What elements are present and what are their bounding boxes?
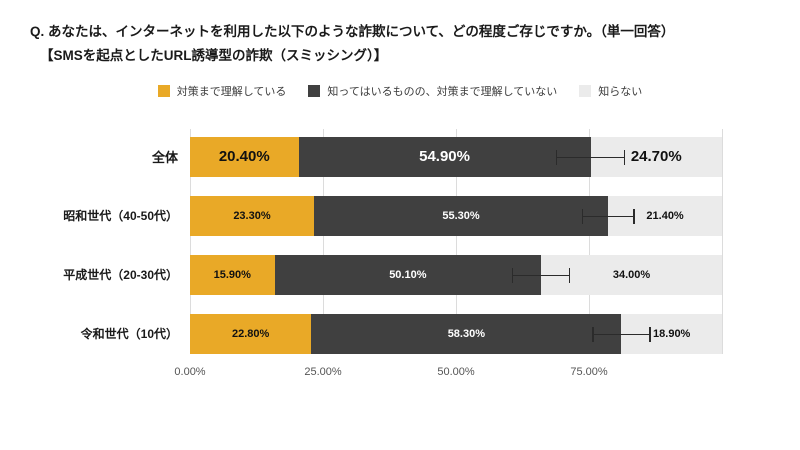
bar-track: 15.90% 50.10% 34.00% — [190, 254, 722, 295]
x-axis: 0.00% 25.00% 50.00% 75.00% — [174, 365, 722, 384]
error-bar — [581, 208, 635, 224]
legend-swatch-yellow — [157, 84, 170, 97]
legend-label: 対策まで理解している — [176, 85, 287, 98]
gridlines — [190, 128, 723, 354]
x-tick-label: 0.00% — [174, 365, 206, 378]
legend-swatch-dark — [308, 84, 321, 97]
segment-value-label: 22.80% — [231, 327, 270, 340]
segment-understand: 20.40% — [190, 136, 299, 177]
chart-title-line2: 【SMSを起点としたURL誘導型の詐欺（スミッシング）】 — [40, 48, 388, 64]
error-bar — [556, 149, 626, 165]
legend-label: 知ってはいるものの、対策まで理解していない — [327, 85, 558, 98]
segment-value-label: 34.00% — [612, 268, 651, 281]
segment-value-label: 55.30% — [442, 209, 480, 222]
x-tick-label: 75.00% — [570, 365, 608, 378]
bar-track: 22.80% 58.30% 18.90% — [190, 313, 722, 354]
x-tick-label: 50.00% — [437, 365, 475, 378]
category-label: 令和世代（10代） — [80, 327, 178, 342]
segment-value-label: 50.10% — [389, 268, 427, 281]
segment-know-only: 54.90% — [298, 136, 591, 177]
segment-understand: 22.80% — [190, 313, 312, 354]
legend-swatch-light — [579, 84, 592, 97]
segment-value-label: 18.90% — [653, 327, 691, 340]
legend-label: 知らない — [598, 85, 643, 98]
gridline — [190, 128, 191, 354]
error-bar — [511, 267, 571, 283]
bar-track: 23.30% 55.30% 21.40% — [190, 195, 722, 236]
chart-title-line1: Q. あなたは、インターネットを利用した以下のような詐欺について、どの程度ご存じ… — [30, 24, 675, 39]
segment-value-label: 21.40% — [646, 209, 684, 222]
legend: 対策まで理解している 知ってはいるものの、対策まで理解していない 知らない — [0, 83, 800, 99]
segment-understand: 23.30% — [190, 195, 314, 236]
chart-row: 平成世代（20-30代） 15.90% 50.10% 34.00% — [30, 254, 800, 295]
gridline — [323, 128, 324, 354]
segment-value-label: 23.30% — [233, 209, 271, 222]
legend-item-understand: 対策まで理解している — [157, 83, 287, 99]
bar-track: 20.40% 54.90% 24.70% — [190, 136, 722, 177]
segment-value-label: 24.70% — [630, 148, 682, 166]
category-label: 全体 — [151, 150, 178, 166]
legend-item-know-only: 知ってはいるものの、対策まで理解していない — [308, 83, 557, 99]
category-label: 平成世代（20-30代） — [63, 268, 178, 283]
segment-value-label: 15.90% — [213, 268, 251, 281]
stacked-bar-chart: 全体 20.40% 54.90% 24.70% 昭和世代（40-50代） 23.… — [30, 128, 800, 384]
chart-rows: 全体 20.40% 54.90% 24.70% 昭和世代（40-50代） 23.… — [30, 136, 800, 354]
gridline — [456, 128, 457, 354]
error-bar — [592, 326, 651, 342]
chart-row: 令和世代（10代） 22.80% 58.30% 18.90% — [30, 313, 800, 354]
plot-area: 全体 20.40% 54.90% 24.70% 昭和世代（40-50代） 23.… — [30, 128, 800, 354]
gridline — [589, 128, 590, 354]
gridline — [722, 128, 723, 354]
segment-know-only: 55.30% — [313, 195, 609, 236]
category-label: 昭和世代（40-50代） — [63, 209, 178, 224]
segment-understand: 15.90% — [190, 254, 275, 295]
segment-value-label: 54.90% — [419, 148, 470, 166]
segment-value-label: 20.40% — [218, 148, 270, 166]
segment-unknown: 34.00% — [541, 254, 722, 295]
segment-know-only: 50.10% — [274, 254, 542, 295]
chart-title: Q. あなたは、インターネットを利用した以下のような詐欺について、どの程度ご存じ… — [0, 0, 800, 69]
legend-item-unknown: 知らない — [579, 83, 642, 99]
segment-value-label: 58.30% — [447, 327, 485, 340]
chart-row: 全体 20.40% 54.90% 24.70% — [30, 136, 800, 177]
chart-row: 昭和世代（40-50代） 23.30% 55.30% 21.40% — [30, 195, 800, 236]
x-tick-label: 25.00% — [304, 365, 342, 378]
segment-know-only: 58.30% — [311, 313, 622, 354]
